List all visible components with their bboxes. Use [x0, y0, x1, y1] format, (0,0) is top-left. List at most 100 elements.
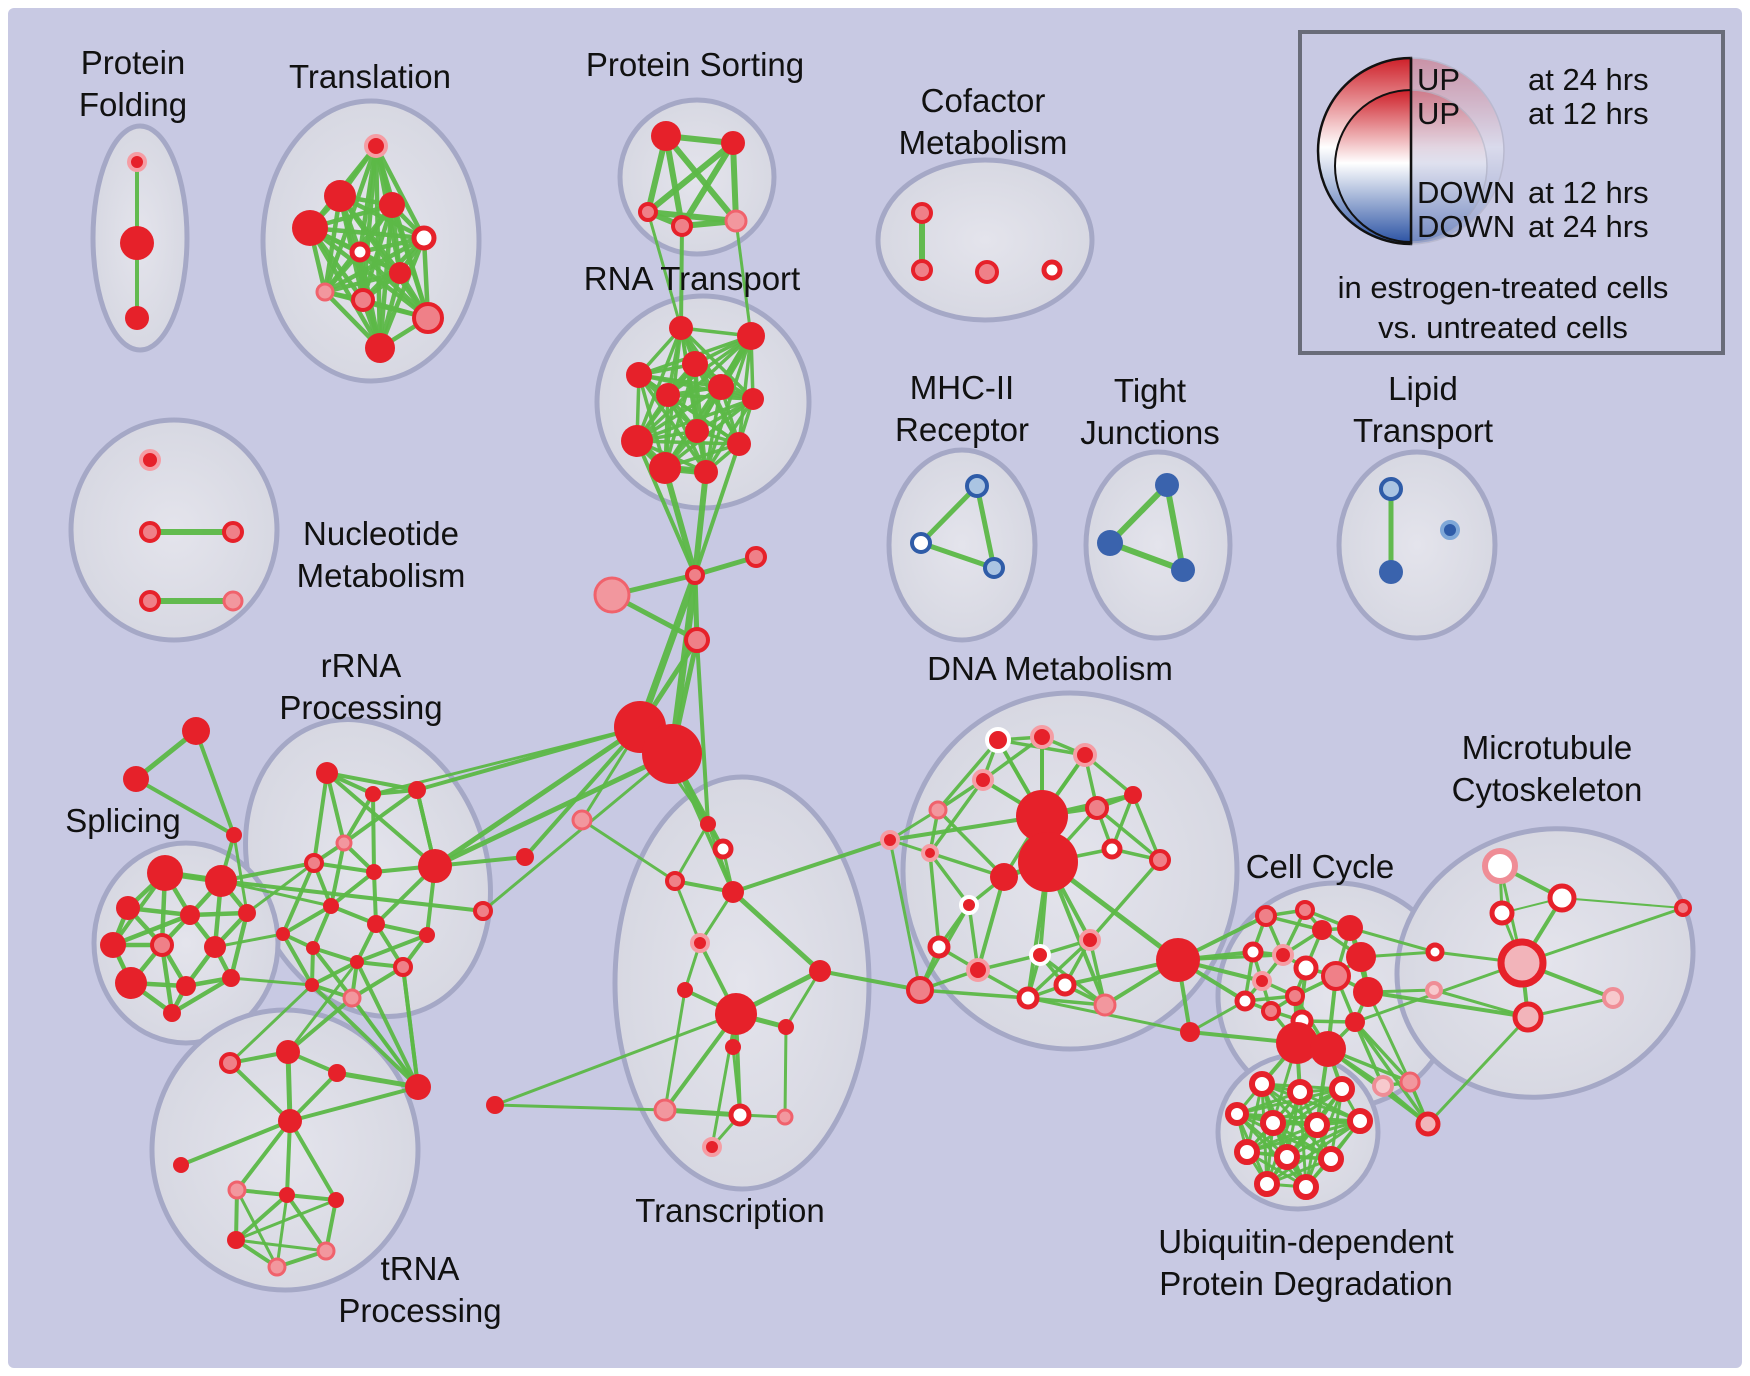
edge: [355, 960, 420, 1089]
edge: [783, 1025, 788, 1119]
edge: [481, 752, 674, 913]
legend-time-label: at 24 hrs: [1528, 62, 1649, 97]
edge: [1432, 988, 1530, 1019]
edge: [432, 724, 643, 869]
gene-node-ubiquitin-7: [1234, 1139, 1260, 1165]
edge: [679, 140, 736, 229]
gene-node-ubiquitin-3: [1225, 1102, 1249, 1126]
gene-node-rna_transport-1: [737, 322, 765, 350]
gene-node-cellcycle-0: [1255, 905, 1277, 927]
edge: [637, 373, 708, 474]
gene-node-cellcycle-3: [1337, 915, 1363, 941]
gene-node-trna-0: [219, 1052, 241, 1074]
gene-node-dna-12: [1149, 849, 1171, 871]
gene-node-dna-14: [927, 935, 951, 959]
gene-node-transcription-5: [809, 960, 831, 982]
legend-inner-left-half: [1334, 88, 1412, 244]
cluster-label-ubiquitin: Ubiquitin-dependent: [1158, 1223, 1453, 1260]
cluster-label-rna_transport: RNA Transport: [584, 260, 800, 297]
edge: [1088, 858, 1162, 942]
gene-node-translation-4: [411, 225, 437, 251]
edge: [974, 483, 997, 571]
edge: [1235, 1112, 1362, 1123]
cluster-label-rrna: Processing: [279, 689, 442, 726]
gene-node-ubiquitin-0: [1249, 1071, 1275, 1097]
gene-node-splicing-7: [204, 936, 226, 958]
edge: [928, 778, 985, 855]
edge: [928, 851, 941, 949]
edge: [636, 571, 699, 731]
gene-node-ubiquitin-4: [1260, 1110, 1286, 1136]
cluster-ellipse-tight: [1083, 449, 1233, 641]
gene-node-dna-7: [1018, 832, 1078, 892]
cluster-label-protein_folding: Protein: [81, 44, 186, 81]
edge: [1188, 999, 1247, 1034]
gene-node-cofactor-0: [911, 202, 933, 224]
edge: [523, 725, 642, 859]
gene-node-translation-6: [389, 262, 411, 284]
gene-node-dna-19: [1016, 986, 1040, 1010]
edge: [275, 1193, 289, 1269]
gene-node-splicing-6: [150, 933, 174, 957]
legend-inner-right-half: [1410, 89, 1488, 243]
gene-node-trna-5: [227, 1180, 247, 1200]
edge: [228, 1061, 292, 1123]
edge: [1520, 906, 1685, 965]
gene-node-protein_sorting-2: [638, 202, 658, 222]
gene-node-ubiquitin-6: [1347, 1108, 1373, 1134]
gene-node-rrna-9: [276, 927, 290, 941]
edge: [350, 996, 420, 1089]
gene-node-ubiquitin-2: [1329, 1076, 1355, 1102]
gene-node-transcription-1: [712, 838, 734, 860]
gene-node-transcription-4: [690, 933, 710, 953]
gene-node-rna_transport-8: [621, 425, 653, 457]
edge: [334, 1070, 421, 1090]
gene-node-backbone-6: [182, 717, 210, 745]
gene-node-backbone-2: [685, 565, 705, 585]
gene-node-rna_transport-5: [708, 374, 734, 400]
gene-node-transcription-10: [653, 1098, 677, 1122]
gene-node-splicing-8: [115, 967, 147, 999]
gene-node-dna-20: [906, 976, 934, 1004]
gene-node-protein_folding-1: [120, 226, 154, 260]
cluster-label-rrna: rRNA: [321, 647, 402, 684]
gene-node-lipid-0: [1379, 477, 1403, 501]
gene-node-splicing-10: [222, 969, 240, 987]
gene-node-rna_transport-11: [727, 432, 751, 456]
edge: [1260, 1082, 1362, 1123]
gene-node-dna-11: [1101, 838, 1123, 860]
gene-node-cellcycle-4: [1242, 941, 1264, 963]
edge: [635, 326, 683, 443]
edge: [342, 792, 375, 845]
edge: [235, 1119, 292, 1192]
gene-node-translation-9: [412, 302, 444, 334]
cluster-label-splicing: Splicing: [65, 802, 181, 839]
edge: [322, 270, 403, 295]
gene-node-transcription-9: [725, 1039, 741, 1055]
gene-node-cofactor-1: [911, 259, 933, 281]
cluster-label-protein_folding: Folding: [79, 86, 187, 123]
edge: [730, 140, 739, 224]
gene-node-rrna-0: [316, 762, 338, 784]
edge: [704, 397, 755, 474]
gene-node-rna_transport-6: [742, 388, 764, 410]
gene-node-transcription-3: [722, 881, 744, 903]
edge: [110, 912, 193, 948]
edge: [679, 224, 684, 330]
cluster-label-dna: DNA Metabolism: [927, 650, 1173, 687]
gene-node-translation-1: [324, 180, 356, 212]
edge: [976, 875, 1006, 972]
edge: [234, 1198, 338, 1242]
gene-node-cellcycle-7: [1293, 955, 1319, 981]
edge: [179, 1119, 292, 1167]
gene-node-trna-8: [227, 1231, 245, 1249]
gene-node-rrna-2: [408, 781, 426, 799]
gene-node-dna-6: [1016, 790, 1068, 842]
gene-node-rrna-5: [366, 864, 382, 880]
edge: [213, 932, 285, 949]
gene-node-backbone-9: [571, 809, 593, 831]
edge: [645, 140, 736, 215]
edge: [1426, 1015, 1530, 1126]
